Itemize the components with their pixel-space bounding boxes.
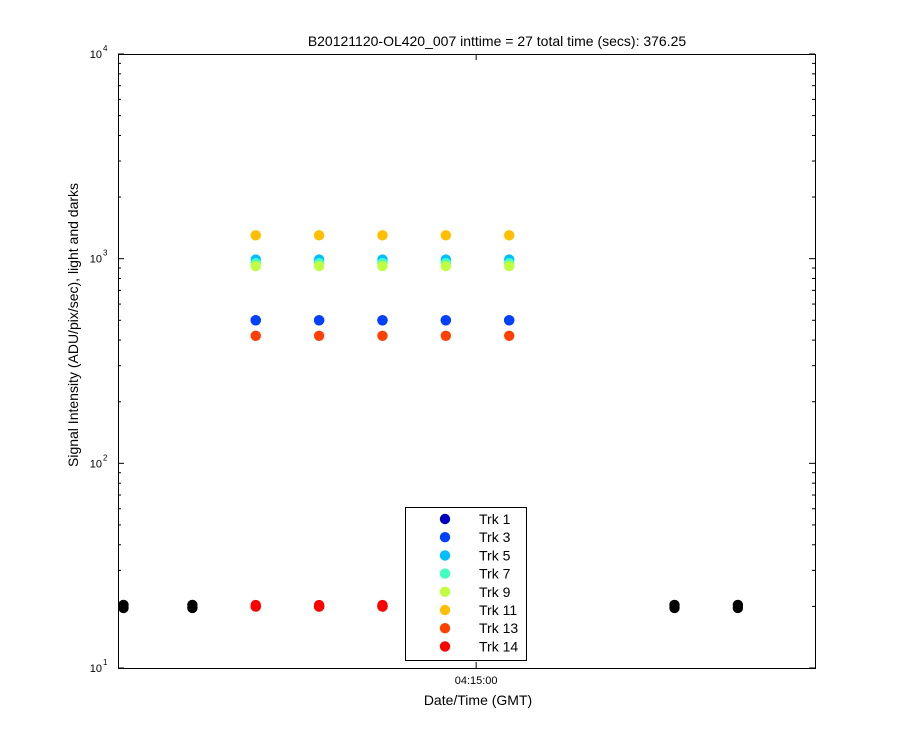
data-point [250, 260, 261, 272]
dark-frame-point [732, 602, 744, 614]
data-point [504, 230, 515, 241]
legend-entry-label: Trk 7 [479, 566, 511, 582]
legend-marker [439, 513, 451, 525]
legend-entry-label: Trk 9 [479, 584, 511, 600]
data-point [504, 315, 515, 326]
y-tick-label: 10 [90, 49, 102, 61]
legend-marker [439, 641, 451, 652]
data-point [313, 260, 325, 272]
data-point [377, 599, 388, 611]
y-tick-label: 10 [90, 254, 102, 266]
data-point [440, 260, 452, 272]
x-tick-label: 04:15:00 [455, 675, 498, 687]
data-point [377, 330, 388, 341]
data-point [440, 230, 452, 241]
data-point [504, 260, 515, 272]
data-point [250, 599, 261, 611]
y-axis-title: Signal Intensity (ADU/pix/sec), light an… [65, 183, 81, 467]
data-point [250, 330, 261, 341]
legend-entry-label: Trk 11 [479, 602, 517, 618]
legend-entry-label: Trk 3 [479, 529, 511, 545]
legend-entry-label: Trk 5 [479, 547, 511, 563]
chart-title: B20121120-OL420_007 inttime = 27 total t… [308, 33, 687, 49]
data-point [250, 315, 261, 326]
data-point [377, 260, 388, 272]
data-point [313, 230, 325, 241]
legend: Trk 1 Trk 3 Trk 5 Trk 7 Trk 9 Trk 11 Trk 13 Trk… [405, 507, 527, 661]
data-point [440, 315, 452, 326]
data-point [313, 599, 325, 611]
y-tick-label: 10 [90, 663, 102, 675]
y-tick-label: 10 [90, 458, 102, 470]
data-point [250, 230, 261, 241]
y-tick-exponent: 4 [103, 44, 108, 53]
dark-frame-point [669, 602, 680, 614]
dark-frame-point [118, 602, 129, 614]
legend-entry-label: Trk 13 [479, 620, 518, 636]
data-point [313, 330, 325, 341]
legend-marker [439, 532, 451, 543]
y-tick-exponent: 2 [103, 453, 108, 462]
x-axis-title: Date/Time (GMT) [424, 692, 532, 708]
legend-marker [439, 550, 451, 561]
legend-marker [439, 586, 451, 597]
legend-marker [439, 623, 451, 634]
legend-marker [439, 604, 451, 616]
dark-frame-point [187, 602, 198, 614]
data-point [377, 230, 388, 241]
legend-entry-label: Trk 14 [479, 638, 518, 654]
data-point [440, 330, 452, 341]
y-tick-exponent: 1 [103, 658, 108, 667]
legend-entry-label: Trk 1 [479, 511, 511, 527]
data-point [313, 315, 325, 326]
data-point [377, 315, 388, 326]
legend-box [405, 507, 527, 661]
y-tick-exponent: 3 [103, 249, 108, 258]
data-point [504, 330, 515, 341]
legend-marker [439, 568, 451, 579]
